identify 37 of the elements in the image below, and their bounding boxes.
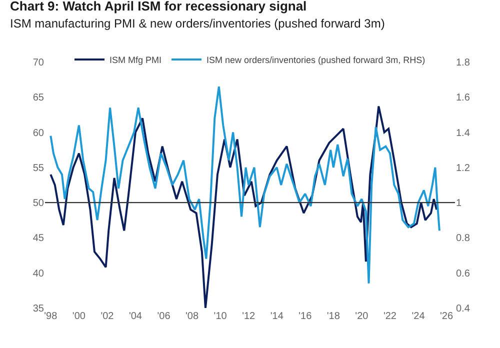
x-tick-label: '06 [157,311,171,322]
x-tick-label: '16 [298,311,312,322]
x-tick-label: '26 [440,311,454,322]
y2-tick-label: 1.2 [456,162,470,174]
x-tick-label: '98 [44,311,58,322]
line-series [50,86,440,284]
y2-tick-label: 1.4 [456,128,470,139]
chart-title: Chart 9: Watch April ISM for recessionary signal [10,0,307,14]
chart-subtitle: ISM manufacturing PMI & new orders/inventories (pushed forward 3m) [10,16,385,30]
y-tick-label: 45 [32,233,44,244]
y2-tick-label: 0.6 [456,268,470,280]
y-tick-label: 55 [32,162,44,174]
x-tick-label: '18 [326,311,340,322]
y-tick-label: 65 [32,92,44,104]
legend-label: ISM Mfg PMI [110,55,162,66]
y2-tick-label: 1 [456,198,462,210]
x-tick-label: '04 [128,311,142,322]
line-series [50,105,438,308]
y2-tick-label: 0.4 [456,304,470,314]
y-tick-label: 70 [32,58,44,68]
y2-tick-label: 1.8 [456,58,470,68]
x-tick-label: '02 [100,311,114,322]
x-tick-label: '24 [412,311,426,322]
x-tick-label: '00 [72,311,86,322]
y-tick-label: 40 [32,268,44,280]
x-tick-label: '12 [242,311,256,322]
y-tick-label: 35 [32,304,44,314]
y2-tick-label: 1.6 [456,92,470,104]
x-tick-label: '14 [270,311,284,322]
x-tick-label: '08 [186,311,199,322]
y-tick-label: 50 [32,198,44,210]
y-tick-label: 60 [32,128,44,139]
x-tick-label: '22 [383,311,397,322]
legend-label: ISM new orders/inventories (pushed forward 3m, RHS) [206,55,426,66]
x-tick-label: '10 [214,311,228,322]
x-tick-label: '20 [355,311,369,322]
y2-tick-label: 0.8 [456,233,470,244]
